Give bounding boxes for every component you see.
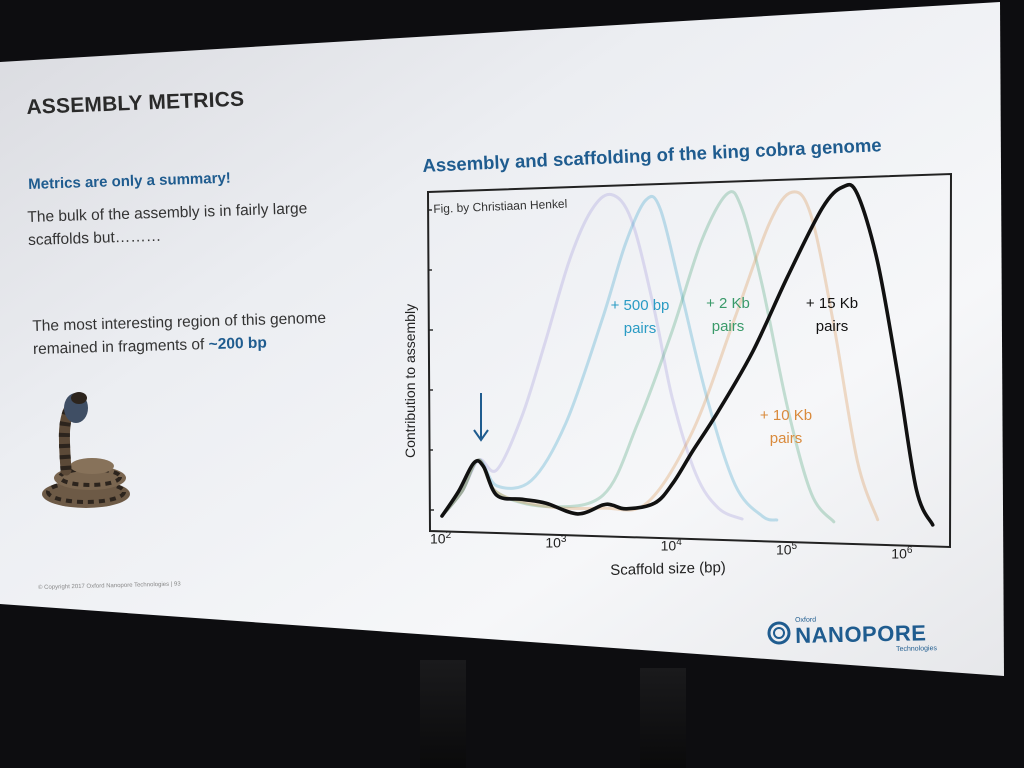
series-label-line: + 15 Kb — [805, 295, 859, 312]
y-axis-label: Contribution to assembly — [402, 303, 418, 458]
series-label: + 10 Kb pairs — [746, 404, 826, 450]
x-tick-base: 10 — [660, 538, 677, 555]
series-label-line: + 10 Kb — [759, 407, 813, 424]
x-tick-label: 102 — [430, 530, 451, 547]
nanopore-logo-icon — [767, 621, 791, 645]
series-line-base — [440, 192, 744, 521]
series-label-line: pairs — [815, 318, 849, 335]
x-tick-label: 105 — [776, 541, 797, 558]
x-tick-exponent: 3 — [560, 533, 567, 545]
x-tick-exponent: 2 — [445, 530, 452, 541]
slide-surface — [0, 2, 1004, 676]
series-line-10kb — [440, 190, 880, 522]
x-tick-base: 10 — [545, 534, 561, 551]
x-tick-base: 10 — [891, 545, 907, 562]
x-tick-label: 104 — [661, 537, 682, 554]
logo-technologies: Technologies — [896, 645, 938, 653]
y-axis-ticks — [428, 209, 434, 511]
arrow-down-icon — [473, 393, 489, 442]
logo-nanopore: NANOPORE — [795, 620, 927, 648]
x-tick-label: 103 — [545, 534, 566, 551]
x-tick-label: 106 — [891, 545, 912, 562]
x-tick-exponent: 4 — [676, 537, 682, 549]
series-label: + 500 bp pairs — [600, 294, 680, 340]
cobra-illustration — [42, 392, 130, 508]
series-label-line: + 2 Kb — [706, 295, 750, 312]
x-tick-exponent: 5 — [791, 541, 798, 553]
x-axis-label: Scaffold size (bp) — [610, 558, 727, 579]
x-tick-exponent: 6 — [906, 544, 913, 556]
series-label: + 2 Kb pairs — [688, 292, 768, 338]
series-line-15kb — [440, 182, 935, 527]
series-label-line: + 500 bp — [610, 297, 670, 314]
series-label: + 15 Kb pairs — [792, 292, 872, 338]
series-label-line: pairs — [623, 320, 657, 337]
series-label-line: pairs — [711, 318, 745, 335]
x-tick-base: 10 — [430, 530, 446, 547]
series-label-line: pairs — [769, 430, 803, 447]
x-tick-base: 10 — [775, 541, 792, 558]
chart-frame — [426, 172, 953, 549]
